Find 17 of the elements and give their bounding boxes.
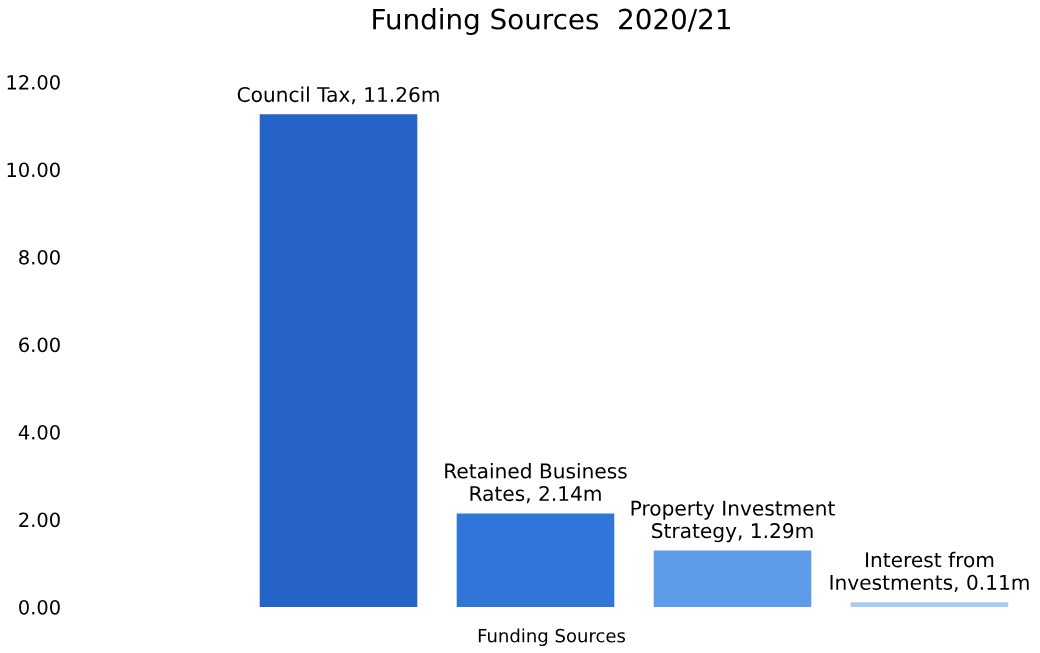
- data-label: Property Investment Strategy, 1.29m: [631, 500, 835, 543]
- bar: [456, 513, 615, 607]
- y-tick-label: 12.00: [7, 74, 60, 90]
- data-label: Interest from Investments, 0.11m: [830, 551, 1029, 593]
- y-tick-label: 2.00: [19, 512, 60, 528]
- y-tick-label: 8.00: [19, 249, 60, 265]
- y-tick-label: 10.00: [7, 162, 60, 178]
- y-tick-label: 0.00: [19, 599, 60, 615]
- chart-title: Funding Sources 2020/21: [373, 8, 730, 35]
- y-tick-label: 4.00: [18, 424, 60, 440]
- bar: [653, 550, 812, 607]
- data-label: Retained Business Rates, 2.14m: [445, 463, 627, 504]
- x-axis-title: Funding Sources: [478, 628, 626, 646]
- bar: [259, 114, 418, 607]
- y-tick-label: 6.00: [19, 337, 60, 353]
- bar: [850, 602, 1009, 607]
- data-label: Council Tax, 11.26m: [237, 86, 439, 105]
